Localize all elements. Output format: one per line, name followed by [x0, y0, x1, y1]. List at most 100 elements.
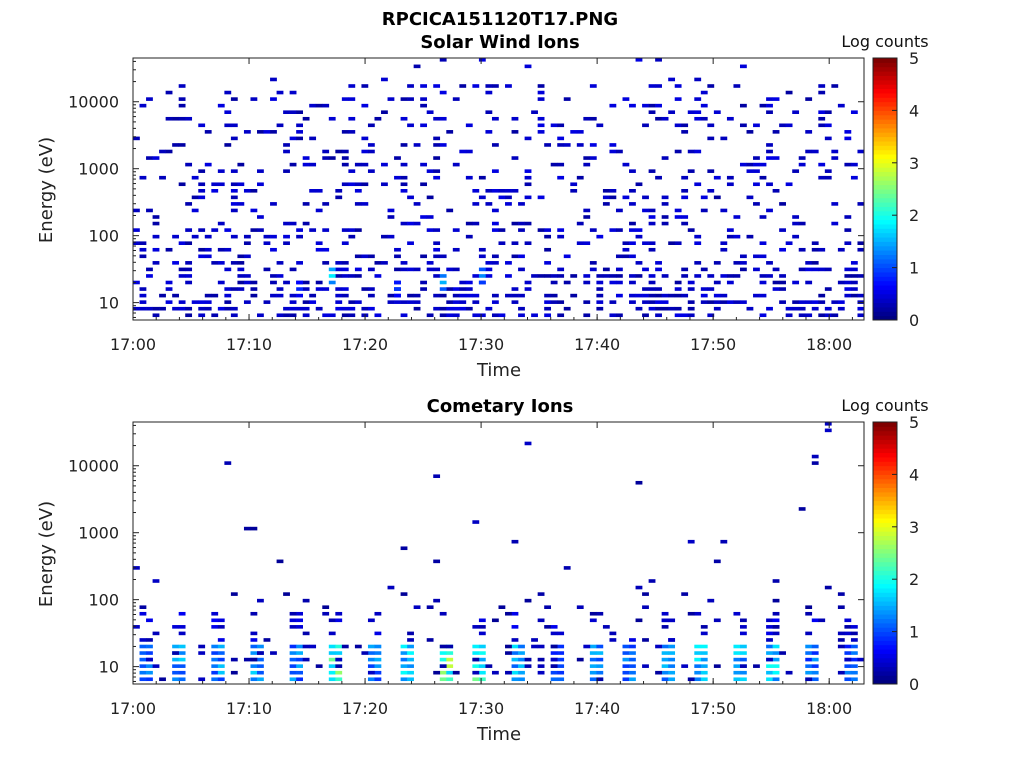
- colorbar-title: Log counts: [841, 32, 928, 51]
- spectrogram-cell: [753, 156, 760, 160]
- spectrogram-cell: [805, 261, 813, 265]
- spectrogram-cell: [700, 664, 708, 668]
- spectrogram-cell: [779, 228, 786, 232]
- spectrogram-cell: [185, 241, 193, 245]
- spectrogram-cell: [544, 293, 552, 298]
- spectrogram-cell: [524, 221, 532, 226]
- spectrogram-cell: [478, 175, 486, 180]
- spectrogram-cell: [746, 169, 754, 173]
- spectrogram-cell: [335, 644, 343, 649]
- spectrogram-cell: [557, 234, 565, 239]
- x-tick-label: 17:40: [574, 335, 620, 354]
- spectrogram-cell: [629, 644, 636, 649]
- spectrogram-cell: [739, 162, 747, 167]
- spectrogram-cell: [296, 651, 303, 655]
- spectrogram-cell: [857, 313, 865, 318]
- spectrogram-cell: [217, 280, 225, 285]
- spectrogram-cell: [570, 189, 578, 193]
- spectrogram-cell: [766, 274, 773, 278]
- spectrogram-cell: [668, 241, 676, 245]
- spectrogram-cell: [694, 97, 702, 101]
- spectrogram-cell: [844, 228, 852, 232]
- spectrogram-cell: [850, 664, 858, 668]
- spectrogram-cell: [772, 631, 780, 636]
- spectrogram-cell: [230, 182, 238, 187]
- spectrogram-cell: [243, 241, 251, 245]
- spectrogram-cell: [707, 123, 715, 128]
- spectrogram-cell: [589, 664, 597, 668]
- spectrogram-cell: [257, 664, 264, 668]
- spectrogram-cell: [811, 267, 819, 272]
- spectrogram-cell: [335, 267, 343, 272]
- spectrogram-cell: [433, 293, 441, 298]
- colorbar-swatch: [873, 461, 897, 467]
- spectrogram-cell: [739, 267, 747, 272]
- spectrogram-cell: [146, 657, 153, 662]
- spectrogram-cell: [694, 261, 702, 265]
- spectrogram-cell: [642, 300, 649, 304]
- spectrogram-cell: [850, 625, 858, 629]
- spectrogram-cell: [381, 182, 388, 187]
- spectrogram-cell: [413, 202, 421, 206]
- spectrogram-cell: [687, 228, 695, 232]
- spectrogram-cell: [426, 228, 434, 232]
- spectrogram-cell: [609, 189, 617, 193]
- spectrogram-cell: [831, 313, 839, 318]
- spectrogram-cell: [818, 110, 826, 114]
- spectrogram-cell: [178, 143, 186, 147]
- spectrogram-cell: [270, 651, 277, 655]
- colorbar-swatch: [873, 271, 897, 277]
- spectrogram-cell: [387, 215, 395, 219]
- spectrogram-cell: [459, 84, 467, 88]
- spectrogram-cell: [661, 670, 669, 675]
- colorbar-swatch: [873, 110, 897, 116]
- spectrogram-cell: [485, 84, 493, 88]
- spectrogram-cell: [348, 274, 356, 278]
- spectrogram-cell: [250, 611, 258, 616]
- colorbar-tick-label: 3: [909, 154, 919, 173]
- spectrogram-cell: [478, 267, 486, 272]
- spectrogram-cell: [557, 677, 565, 682]
- spectrogram-cell: [753, 162, 760, 167]
- spectrogram-cell: [511, 116, 519, 121]
- spectrogram-cell: [341, 306, 349, 311]
- spectrogram-cell: [257, 651, 264, 655]
- spectrogram-cell: [237, 287, 245, 291]
- spectrogram-cell: [511, 221, 519, 226]
- spectrogram-cell: [596, 274, 604, 278]
- spectrogram-cell: [185, 261, 193, 265]
- spectrogram-cell: [505, 195, 512, 200]
- spectrogram-cell: [433, 306, 441, 311]
- spectrogram-cell: [563, 280, 571, 285]
- spectrogram-cell: [531, 313, 538, 318]
- spectrogram-cell: [198, 169, 206, 173]
- spectrogram-cell: [844, 241, 852, 245]
- spectrogram-cell: [557, 274, 565, 278]
- spectrogram-cell: [844, 618, 852, 623]
- spectrogram-cell: [642, 592, 649, 596]
- spectrogram-cell: [811, 261, 819, 265]
- spectrogram-cell: [635, 234, 643, 239]
- spectrogram-cell: [850, 638, 858, 642]
- spectrogram-cell: [178, 644, 186, 649]
- spectrogram-cell: [511, 664, 519, 668]
- cometary-ions-panel: Cometary Ions 17:00 17:10 17:20 17:30 17:40 1…: [36, 396, 929, 745]
- spectrogram-cell: [798, 267, 806, 272]
- spectrogram-cell: [831, 149, 839, 154]
- y-tick-label: 100: [88, 227, 119, 246]
- colorbar-swatch: [873, 614, 897, 619]
- spectrogram-cell: [681, 274, 689, 278]
- spectrogram-cell: [472, 189, 480, 193]
- spectrogram-cell: [759, 215, 767, 219]
- spectrogram-cell: [198, 123, 206, 128]
- spectrogram-cell: [178, 664, 186, 668]
- spectrogram-cell: [237, 182, 245, 187]
- spectrogram-cell: [459, 280, 467, 285]
- spectrogram-cell: [374, 657, 382, 662]
- spectrogram-cell: [857, 247, 865, 252]
- spectrogram-cell: [648, 274, 656, 278]
- spectrogram-cell: [766, 670, 773, 675]
- spectrogram-cell: [204, 293, 212, 298]
- spectrogram-cell: [824, 169, 832, 173]
